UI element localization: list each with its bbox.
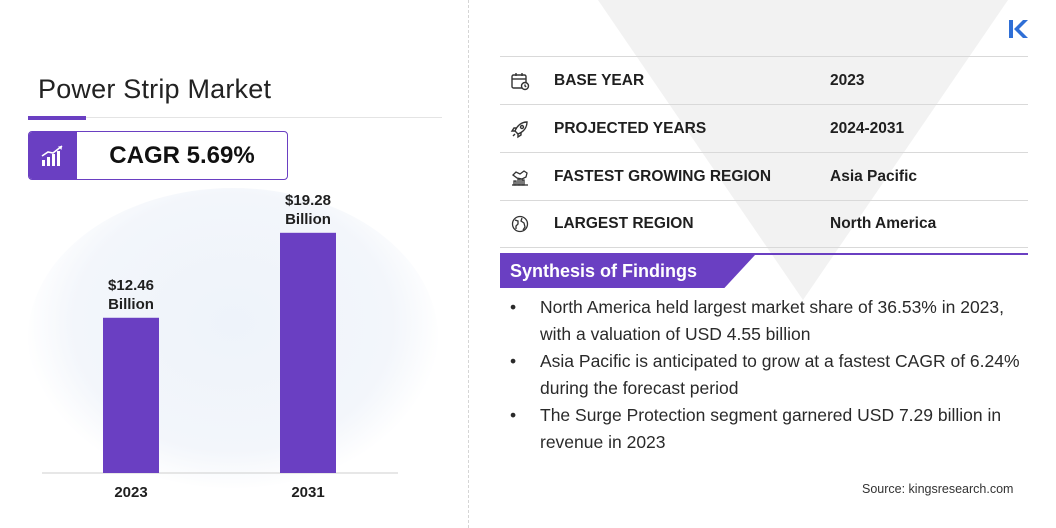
data-label-2023: Billion [108, 296, 154, 313]
bar-chart: $12.46 Billion 2023 $19.28 Billion 2031 [42, 192, 398, 501]
calendar-icon [500, 71, 554, 91]
info-key: FASTEST GROWING REGION [554, 167, 772, 185]
info-value: 2024-2031 [830, 119, 905, 137]
title-underline [28, 117, 442, 118]
x-tick-label: 2023 [114, 484, 147, 501]
page-title: Power Strip Market [38, 74, 272, 104]
world-map-background [28, 188, 438, 488]
finding-item: Asia Pacific is anticipated to grow at a… [508, 348, 1028, 402]
synthesis-title: Synthesis of Findings [500, 255, 755, 288]
growth-chart-icon [29, 132, 77, 179]
bar-2031 [280, 232, 336, 473]
region-growth-icon [500, 167, 554, 187]
vertical-divider [468, 0, 469, 528]
bar-2023 [103, 317, 159, 473]
rocket-icon [500, 119, 554, 139]
info-row-base-year: BASE YEAR 2023 [500, 56, 1028, 104]
data-label-2023: $12.46 [108, 277, 154, 294]
findings-list: North America held largest market share … [508, 294, 1028, 456]
info-row-fastest-region: FASTEST GROWING REGION Asia Pacific [500, 152, 1028, 200]
globe-icon [500, 214, 554, 234]
info-key: PROJECTED YEARS [554, 119, 707, 137]
info-table: BASE YEAR 2023 PROJECTED YEARS 2024-2031 [500, 56, 1028, 248]
title-accent-bar [28, 116, 86, 120]
info-value: North America [830, 215, 937, 232]
x-tick-label: 2031 [291, 484, 324, 501]
data-label-2031: $19.28 [285, 192, 331, 209]
cagr-badge: CAGR 5.69% [28, 131, 288, 180]
source-note: Source: kingsresearch.com [862, 482, 1014, 496]
info-key: LARGEST REGION [554, 215, 694, 232]
info-row-largest-region: LARGEST REGION North America [500, 200, 1028, 248]
cagr-value: CAGR 5.69% [109, 141, 255, 169]
left-panel: Power Strip Market CAGR 5.69% $12.46 Bill… [0, 0, 468, 528]
kings-research-logo [1009, 20, 1028, 38]
decorative-triangle [598, 0, 1008, 300]
finding-item: North America held largest market share … [508, 294, 1028, 348]
finding-item: The Surge Protection segment garnered US… [508, 402, 1028, 456]
info-value: Asia Pacific [830, 167, 918, 185]
info-value: 2023 [830, 71, 865, 89]
info-key: BASE YEAR [554, 71, 645, 89]
data-label-2031: Billion [285, 211, 331, 228]
info-row-projected-years: PROJECTED YEARS 2024-2031 [500, 104, 1028, 152]
synthesis-header: Synthesis of Findings [500, 253, 1028, 288]
